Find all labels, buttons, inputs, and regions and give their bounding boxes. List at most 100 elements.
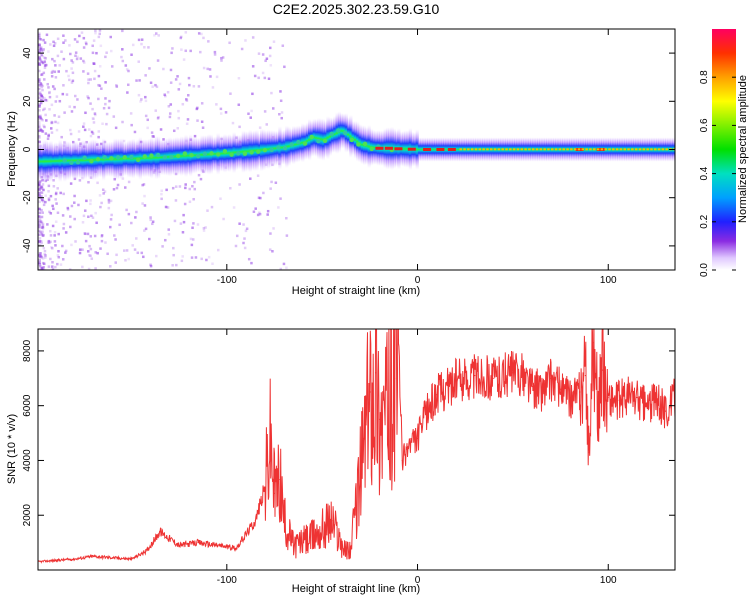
spectrogram-noise-cell xyxy=(279,99,283,103)
spectrogram-noise-cell xyxy=(160,189,163,193)
spectrogram-noise-cell xyxy=(48,95,52,99)
spectrogram-noise-cell xyxy=(38,123,41,126)
spectrogram-noise-cell xyxy=(40,73,44,76)
spectrogram-noise-cell xyxy=(50,75,54,78)
spectrogram-noise-cell xyxy=(200,32,203,36)
snr-y-tick-label: 8000 xyxy=(22,339,33,362)
spectrogram-band-column xyxy=(74,141,78,180)
spectrogram-peak-line xyxy=(459,148,462,151)
spectrogram-noise-cell xyxy=(189,49,192,53)
spectrogram-noise-cell xyxy=(115,83,118,87)
spectrogram-band-column xyxy=(495,137,499,162)
spectrogram-noise-cell xyxy=(87,215,90,219)
spectrogram-noise-cell xyxy=(80,31,84,34)
spectrogram-noise-cell xyxy=(53,70,57,74)
spectrogram-noise-cell xyxy=(191,238,195,241)
spectrogram-x-tick-label: 100 xyxy=(600,275,617,286)
spectrogram-band-column xyxy=(42,139,46,183)
spectrogram-noise-cell xyxy=(268,248,272,251)
spectrogram-band-column xyxy=(118,138,122,180)
spectrogram-noise-cell xyxy=(94,251,97,254)
spectrogram-noise-cell xyxy=(63,111,66,114)
spectrogram-band-column xyxy=(266,129,271,169)
spectrogram-noise-cell xyxy=(271,107,275,110)
spectrogram-noise-cell xyxy=(44,113,47,117)
spectrogram-noise-cell xyxy=(180,259,184,263)
spectrogram-noise-cell xyxy=(53,240,57,243)
figure-title: C2E2.2025.302.23.59.G10 xyxy=(272,1,440,17)
spectrogram-noise-cell xyxy=(110,213,113,217)
spectrogram-noise-cell xyxy=(42,188,45,192)
spectrogram-noise-cell xyxy=(136,251,140,255)
spectrogram-band-column xyxy=(525,137,529,162)
spectrogram-noise-cell xyxy=(197,85,201,88)
spectrogram-noise-cell xyxy=(39,93,42,96)
spectrogram-noise-cell xyxy=(46,241,50,244)
spectrogram-x-tick-label: -100 xyxy=(217,275,237,286)
spectrogram-noise-cell xyxy=(41,96,44,99)
spectrogram-peak-line xyxy=(642,148,646,151)
spectrogram-peak-line xyxy=(604,148,607,151)
spectrogram-noise-cell xyxy=(256,213,260,217)
spectrogram-noise-cell xyxy=(126,91,129,94)
spectrogram-noise-cell xyxy=(166,206,170,209)
spectrogram-noise-cell xyxy=(61,258,65,261)
spectrogram-noise-cell xyxy=(87,78,90,81)
spectrogram-noise-cell xyxy=(40,215,44,219)
spectrogram-noise-cell xyxy=(278,112,281,116)
spectrogram-noise-cell xyxy=(47,86,50,89)
spectrogram-peak-line xyxy=(535,148,539,151)
spectrogram-noise-cell xyxy=(266,209,270,213)
spectrogram-band-column xyxy=(159,139,163,176)
spectrogram-band-column xyxy=(326,116,330,160)
spectrogram-noise-cell xyxy=(185,99,189,102)
spectrogram-noise-cell xyxy=(82,59,85,63)
spectrogram-noise-cell xyxy=(48,90,51,94)
spectrogram-noise-cell xyxy=(70,110,74,113)
spectrogram-band-column xyxy=(433,137,438,162)
snr-data-point xyxy=(365,424,367,426)
spectrogram-noise-cell xyxy=(42,48,45,51)
spectrogram-noise-cell xyxy=(144,99,148,103)
spectrogram-noise-cell xyxy=(98,84,102,88)
spectrogram-band-column xyxy=(58,139,62,183)
spectrogram-ridge-spot xyxy=(129,154,134,160)
spectrogram-noise-cell xyxy=(133,130,137,134)
spectrogram-noise-cell xyxy=(94,211,97,215)
spectrogram-noise-cell xyxy=(144,227,148,231)
spectrogram-noise-cell xyxy=(51,204,54,208)
spectrogram-noise-cell xyxy=(156,59,160,62)
spectrogram-band-column xyxy=(214,136,218,172)
spectrogram-y-tick-label: 40 xyxy=(22,47,33,59)
spectrogram-noise-cell xyxy=(39,255,42,259)
spectrogram-noise-cell xyxy=(62,57,66,61)
spectrogram-noise-cell xyxy=(39,46,43,50)
spectrogram-noise-cell xyxy=(40,191,44,195)
spectrogram-noise-cell xyxy=(104,241,107,244)
spectrogram-noise-cell xyxy=(89,247,93,251)
spectrogram-noise-cell xyxy=(238,125,241,129)
spectrogram-noise-cell xyxy=(38,92,41,96)
spectrogram-noise-cell xyxy=(51,268,55,270)
spectrogram-noise-cell xyxy=(89,102,92,105)
spectrogram-noise-cell xyxy=(38,117,41,121)
spectrogram-noise-cell xyxy=(215,75,219,79)
spectrogram-ridge-spot xyxy=(216,152,221,157)
spectrogram-ridge-spot xyxy=(229,152,234,157)
snr-data-point xyxy=(455,380,457,382)
spectrogram-peak-line xyxy=(547,148,550,151)
spectrogram-noise-cell xyxy=(45,33,49,37)
spectrogram-peak-line xyxy=(493,148,497,151)
spectrogram-noise-cell xyxy=(40,94,43,98)
spectrogram-noise-cell xyxy=(113,234,116,237)
spectrogram-band-column xyxy=(491,137,495,162)
spectrogram-peak-line xyxy=(512,148,516,151)
spectrogram-noise-cell xyxy=(71,71,75,75)
spectrogram-noise-cell xyxy=(43,78,46,81)
spectrogram-band-column xyxy=(280,130,284,165)
spectrogram-noise-cell xyxy=(155,85,159,89)
spectrogram-noise-cell xyxy=(48,210,51,214)
spectrogram-noise-cell xyxy=(229,92,232,95)
spectrogram-band-column xyxy=(319,118,323,161)
spectrogram-noise-cell xyxy=(270,180,273,184)
